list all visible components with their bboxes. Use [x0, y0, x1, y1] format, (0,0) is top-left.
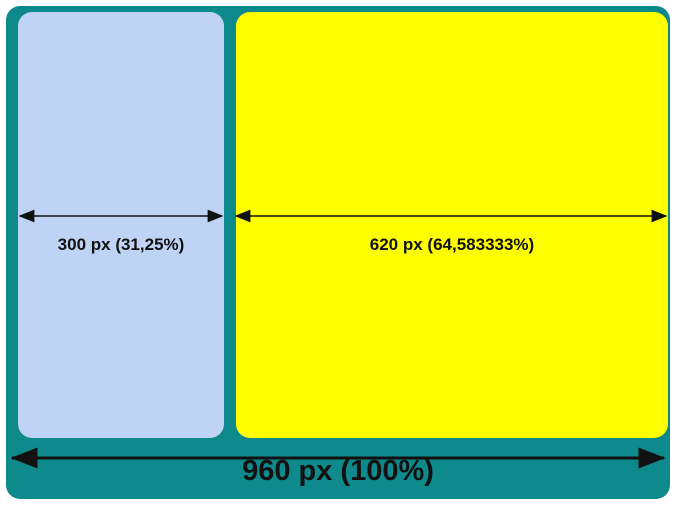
left-width-label: 300 px (31,25%) [57, 235, 185, 254]
right-width-label: 620 px (64,583333%) [369, 235, 535, 254]
right-column-panel [236, 12, 668, 438]
total-width-label: 960 px (100%) [242, 455, 434, 487]
left-column-panel [18, 12, 224, 438]
